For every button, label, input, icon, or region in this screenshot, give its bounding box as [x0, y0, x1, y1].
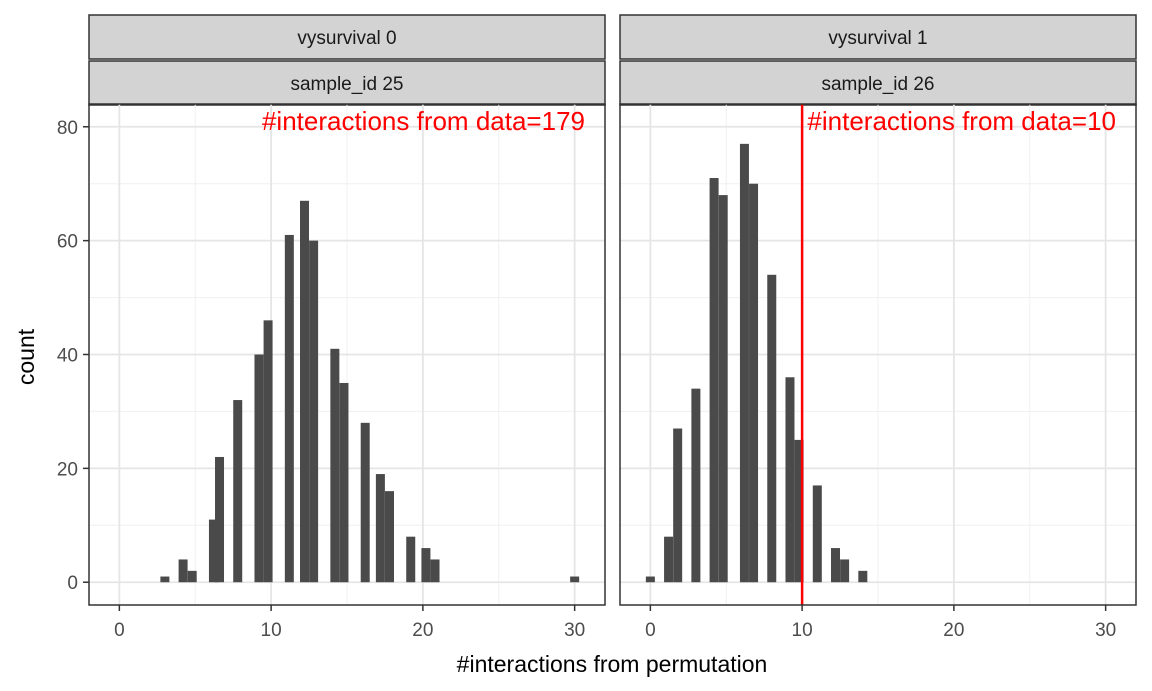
histogram-bar	[812, 485, 822, 583]
histogram-bar	[785, 377, 795, 583]
strip-bottom-label: sample_id 25	[290, 74, 403, 95]
annotation-label: #interactions from data=179	[262, 106, 585, 136]
histogram-bar	[794, 439, 804, 583]
strip-top-box	[619, 14, 1137, 60]
annotation-label: #interactions from data=10	[807, 106, 1116, 136]
x-tick-label: 20	[943, 620, 964, 641]
histogram-bar	[718, 195, 728, 583]
histogram-bar	[339, 382, 349, 583]
histogram-bar	[178, 559, 188, 583]
x-axis-title: #interactions from permutation	[457, 651, 768, 677]
x-tick-label: 20	[412, 620, 433, 641]
histogram-bar	[421, 548, 431, 583]
strip-bottom-label: sample_id 26	[821, 74, 934, 95]
strip-bottom-box	[619, 60, 1137, 106]
histogram-bar	[208, 519, 218, 583]
histogram-bar	[739, 143, 749, 583]
histogram-bar	[160, 576, 170, 583]
histogram-bar	[570, 576, 580, 583]
histogram-bar	[375, 474, 385, 583]
histogram-bar	[858, 570, 868, 583]
histogram-bar	[831, 548, 841, 583]
histogram-bar	[309, 240, 319, 583]
histogram-bar	[840, 559, 850, 583]
x-tick-label: 0	[645, 620, 656, 641]
histogram-bar	[187, 570, 197, 583]
histogram-bar	[233, 400, 243, 583]
x-tick-label: 30	[564, 620, 585, 641]
strip-top-box	[88, 14, 606, 60]
histogram-bar	[254, 354, 264, 583]
y-tick-label: 80	[57, 118, 78, 139]
histogram-bar	[215, 456, 225, 583]
histogram-bar	[664, 536, 674, 583]
histogram-bar	[263, 320, 273, 583]
y-axis-title: count	[13, 328, 39, 385]
x-tick-label: 0	[114, 620, 125, 641]
histogram-bar	[749, 183, 759, 583]
y-tick-label: 0	[67, 573, 78, 594]
histogram-bar	[673, 428, 683, 583]
histogram-bar	[284, 234, 294, 583]
histogram-bar	[300, 200, 310, 583]
x-tick-label: 10	[792, 620, 813, 641]
histogram-bar	[691, 388, 701, 583]
histogram-bar	[645, 576, 655, 583]
facet-panel-2: vysurvival 1 sample_id 26 #interactions fr…	[619, 14, 1137, 641]
panel-border	[619, 103, 1137, 606]
strip-top-label: vysurvival 0	[297, 28, 396, 49]
histogram-bar	[430, 559, 440, 583]
facet-panel-1: vysurvival 0 sample_id 25 #interactions fr…	[88, 14, 606, 641]
y-tick-label: 20	[57, 459, 78, 480]
histogram-bar	[384, 491, 394, 583]
histogram-bar	[330, 348, 340, 583]
x-tick-label: 10	[261, 620, 282, 641]
histogram-bar	[406, 536, 416, 583]
histogram-bar	[767, 274, 777, 583]
x-tick-label: 30	[1095, 620, 1116, 641]
strip-bottom-box	[88, 60, 606, 106]
y-tick-label: 60	[57, 232, 78, 253]
y-tick-label: 40	[57, 346, 78, 367]
strip-top-label: vysurvival 1	[828, 28, 927, 49]
histogram-bar	[360, 422, 370, 583]
panels-layer: vysurvival 0 sample_id 25 #interactions fr…	[88, 14, 1137, 641]
histogram-bar	[709, 178, 719, 583]
y-axis: 0 20 40 60 80	[57, 118, 89, 594]
